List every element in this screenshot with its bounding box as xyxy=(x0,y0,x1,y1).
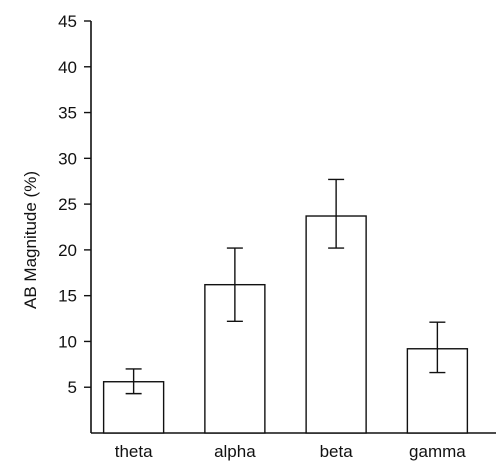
bars xyxy=(102,215,469,434)
y-tick-label: 5 xyxy=(68,378,77,397)
error-bars xyxy=(125,178,446,395)
y-tick-label: 15 xyxy=(58,287,77,306)
y-tick-label: 25 xyxy=(58,195,77,214)
y-axis-label: AB Magnitude (%) xyxy=(21,171,40,309)
y-tick-label: 30 xyxy=(58,149,77,168)
x-tick-label: alpha xyxy=(214,442,256,461)
y-tick-label: 35 xyxy=(58,104,77,123)
y-axis: 5 10 15 20 25 30 35 40 45 xyxy=(58,12,92,433)
y-tick-label: 45 xyxy=(58,12,77,31)
y-tick-label: 20 xyxy=(58,241,77,260)
y-tick-label: 10 xyxy=(58,332,77,351)
bar-beta xyxy=(305,215,367,434)
x-axis: theta alpha beta gamma xyxy=(91,432,496,461)
x-tick-label: theta xyxy=(115,442,153,461)
x-tick-label: gamma xyxy=(409,442,466,461)
x-tick-label: beta xyxy=(320,442,354,461)
y-tick-label: 40 xyxy=(58,58,77,77)
